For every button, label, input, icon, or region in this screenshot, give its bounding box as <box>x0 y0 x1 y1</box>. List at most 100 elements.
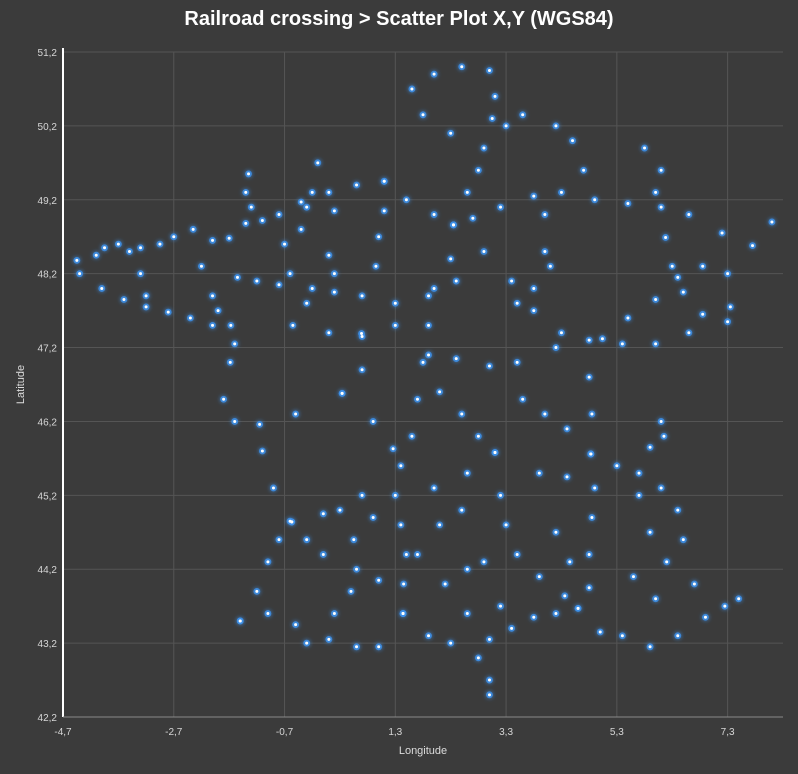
data-point <box>305 538 309 542</box>
data-point <box>587 375 591 379</box>
y-tick-label: 48,2 <box>38 270 58 281</box>
data-point <box>487 68 491 72</box>
data-point <box>537 575 541 579</box>
data-point <box>670 264 674 268</box>
data-point <box>340 391 344 395</box>
data-point <box>590 516 594 519</box>
data-point <box>94 253 98 257</box>
data-point <box>465 567 469 571</box>
y-tick-label: 49,2 <box>38 196 58 207</box>
data-point <box>216 309 220 313</box>
data-point <box>654 190 658 194</box>
data-point <box>255 589 259 593</box>
data-point <box>532 286 536 290</box>
data-point <box>399 464 403 468</box>
data-point <box>532 615 536 619</box>
data-point <box>332 272 336 276</box>
data-point <box>568 560 572 564</box>
data-point <box>692 582 696 586</box>
data-point <box>681 538 685 542</box>
x-tick-label: -0,7 <box>276 727 294 738</box>
data-point <box>355 645 359 649</box>
data-points <box>73 63 776 699</box>
chart-title: Railroad crossing > Scatter Plot X,Y (WG… <box>184 8 614 30</box>
data-point <box>144 294 148 298</box>
data-point <box>631 575 635 579</box>
data-point <box>283 242 287 246</box>
data-point <box>620 634 624 638</box>
data-point <box>391 447 395 451</box>
data-point <box>299 227 303 231</box>
data-point <box>443 582 447 586</box>
data-point <box>659 419 663 423</box>
data-point <box>432 486 436 490</box>
data-point <box>499 493 503 497</box>
data-point <box>720 231 724 235</box>
data-point <box>338 508 342 512</box>
data-point <box>260 218 264 222</box>
data-point <box>401 612 405 616</box>
data-point <box>332 612 336 616</box>
data-point <box>587 586 591 590</box>
data-point <box>144 305 148 309</box>
data-point <box>662 434 666 438</box>
data-point <box>305 205 309 209</box>
y-tick-label: 47,2 <box>38 344 58 355</box>
x-tick-label: -4,7 <box>54 727 72 738</box>
data-point <box>659 205 663 209</box>
data-point <box>598 630 602 634</box>
data-point <box>360 334 364 338</box>
data-point <box>393 301 397 305</box>
y-tick-label: 45,2 <box>38 491 58 502</box>
data-point <box>294 623 298 627</box>
data-point <box>626 316 630 320</box>
data-point <box>654 298 658 302</box>
data-point <box>238 619 242 623</box>
data-point <box>427 323 431 327</box>
data-point <box>676 508 680 512</box>
data-point <box>532 309 536 313</box>
data-point <box>360 332 364 336</box>
data-point <box>327 253 331 257</box>
data-point <box>454 357 458 361</box>
data-point <box>728 305 732 309</box>
data-point <box>654 597 658 601</box>
data-point <box>415 552 419 556</box>
data-point <box>493 450 497 454</box>
y-tick-label: 50,2 <box>38 122 58 133</box>
data-point <box>327 331 331 335</box>
data-point <box>247 172 251 176</box>
data-point <box>360 368 364 372</box>
data-point <box>701 312 705 316</box>
data-point <box>255 279 259 283</box>
data-point <box>291 323 295 327</box>
data-point <box>227 236 231 240</box>
data-point <box>103 246 107 250</box>
data-point <box>244 221 248 225</box>
data-point <box>559 331 563 335</box>
data-point <box>587 552 591 556</box>
data-point <box>290 520 294 524</box>
data-point <box>554 530 558 534</box>
data-point <box>211 238 215 242</box>
grid <box>62 51 783 718</box>
data-point <box>587 338 591 342</box>
data-point <box>510 626 514 630</box>
data-point <box>393 493 397 497</box>
data-point <box>626 201 630 205</box>
data-point <box>277 538 281 542</box>
data-point <box>510 279 514 283</box>
data-point <box>565 427 569 431</box>
data-point <box>427 634 431 638</box>
data-point <box>374 264 378 268</box>
data-point <box>490 117 494 120</box>
data-point <box>521 113 525 117</box>
data-point <box>321 512 325 516</box>
data-point <box>260 449 264 453</box>
data-point <box>537 471 541 475</box>
data-point <box>737 597 741 601</box>
data-point <box>288 272 292 276</box>
data-point <box>476 168 480 172</box>
data-point <box>432 213 436 217</box>
